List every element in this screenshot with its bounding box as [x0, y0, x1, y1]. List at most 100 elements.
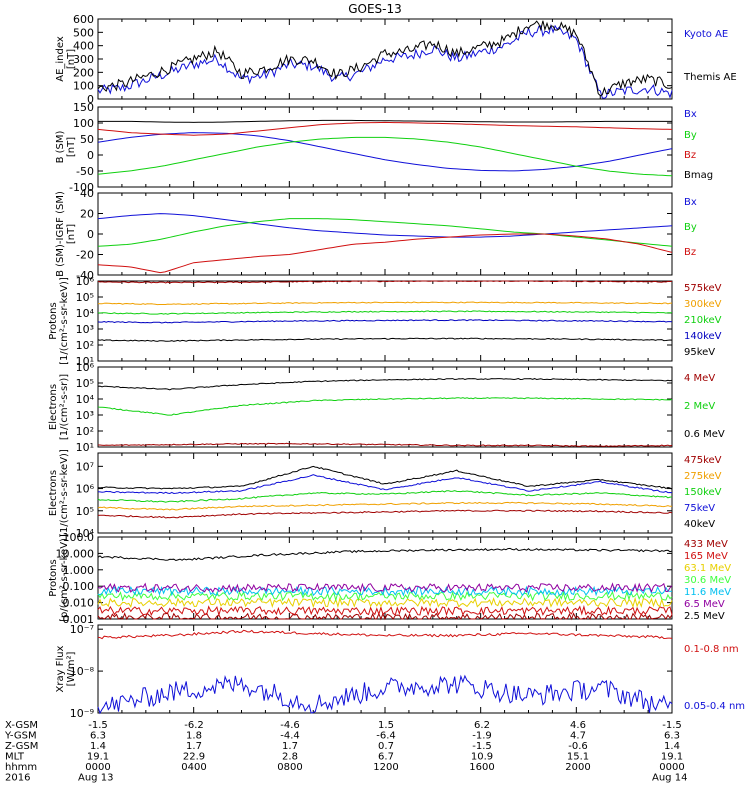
ephemeris-value: 1.5: [378, 720, 394, 731]
ephemeris-value: -1.5: [88, 720, 108, 731]
ephemeris-value: 0.7: [378, 741, 394, 752]
y-tick-label: 400: [73, 40, 94, 53]
y-tick-label: 300: [73, 53, 94, 66]
y-tick-label: 1.000: [63, 564, 95, 577]
y-axis-label: [1/(cm²-s-sr-keV)]: [59, 449, 70, 537]
ephemeris-value: 19.1: [87, 752, 109, 763]
ephemeris-value: 6.2: [474, 720, 490, 731]
chart-panel-2: -100 -50 0 50 100 150 B (SM) [nT] Bx By Bz Bmag: [55, 101, 713, 194]
y-tick-label: 10⁵: [76, 377, 94, 390]
y-tick-label: -50: [76, 165, 94, 178]
ephemeris-value: 2.8: [282, 752, 298, 763]
series-line-63-1-mev: [97, 596, 673, 609]
ephemeris-value: 6.3: [664, 731, 680, 742]
ephemeris-value: 10.9: [471, 752, 493, 763]
y-tick-label: 10⁴: [76, 307, 95, 320]
y-axis-label: [nT]: [66, 224, 77, 244]
legend-label: 433 MeV: [684, 539, 728, 550]
y-tick-label: 10²: [76, 425, 94, 438]
series-line-575kev: [97, 280, 673, 284]
chart-panel-8: 10⁻⁹ 10⁻⁸ 10⁻⁷ Xray Flux [W/m²] 0.1-0.8 nm 0.0…: [55, 623, 745, 720]
ephemeris-table: X-GSM -1.5 -6.2 -4.6 1.5 6.2 4.6 -1.5Y-GSM 6.3 1.…: [4, 720, 687, 784]
y-tick-label: 10⁶: [76, 483, 95, 496]
y-tick-label: 0: [87, 149, 94, 162]
series-line-bx: [97, 132, 673, 172]
ephemeris-value: 4.6: [570, 720, 586, 731]
y-tick-label: 10⁶: [76, 275, 95, 288]
legend-label: 75keV: [684, 503, 715, 514]
series-line-by: [97, 136, 673, 177]
y-tick-label: 10¹: [76, 355, 94, 368]
legend-label: 0.6 MeV: [684, 429, 725, 440]
y-tick-label: 50: [80, 133, 94, 146]
series-line-150kev: [97, 490, 673, 503]
series-line-2-mev: [97, 397, 673, 416]
ephemeris-value: 0000: [85, 762, 110, 773]
legend-label: 95keV: [684, 347, 715, 358]
legend-label: 210keV: [684, 315, 722, 326]
series-line-kyoto-ae: [97, 23, 673, 99]
y-tick-label: 10³: [76, 323, 94, 336]
ephemeris-value: 22.9: [183, 752, 205, 763]
ephemeris-value: -4.4: [280, 731, 300, 742]
y-tick-label: 10⁴: [76, 393, 95, 406]
legend-label: Bx: [684, 109, 697, 120]
series-line-433-mev: [97, 612, 673, 621]
legend-label: Bz: [684, 247, 696, 258]
legend-label: By: [684, 222, 697, 233]
legend-label: 40keV: [684, 519, 715, 530]
ephemeris-value: 1.4: [664, 741, 680, 752]
legend-label: Kyoto AE: [684, 29, 728, 40]
ephemeris-row-label: 2016: [5, 773, 30, 784]
legend-label: 11.6 MeV: [684, 587, 731, 598]
ephemeris-value: 0800: [277, 762, 302, 773]
y-axis-label: Xray Flux: [55, 645, 66, 692]
legend-label: By: [684, 130, 697, 141]
chart-panel-7: 0.001 0.010 0.100 1.000 10.000 100.0 Protons [p…: [48, 531, 731, 626]
ephemeris-value: -1.5: [662, 720, 682, 731]
y-tick-label: 0.001: [63, 613, 95, 626]
y-tick-label: 200: [73, 66, 94, 79]
legend-label: Bmag: [684, 170, 713, 181]
ephemeris-value: 6.3: [90, 731, 106, 742]
ephemeris-value: 4.7: [570, 731, 586, 742]
series-line-475kev: [97, 509, 673, 519]
chart-panel-5: 10¹ 10² 10³ 10⁴ 10⁵ 10⁶ Electrons [1/(cm²-s-sr)…: [48, 361, 725, 454]
y-axis-label: [p/(cm²-s-sr-keV)]: [59, 534, 70, 622]
y-tick-label: 10.000: [56, 547, 95, 560]
series-line-2-5-mev: [97, 547, 673, 562]
panel-frame: [97, 366, 673, 448]
legend-label: 575keV: [684, 283, 722, 294]
legend-label: Bx: [684, 197, 697, 208]
legend-label: 2 MeV: [684, 401, 715, 412]
legend-label: Themis AE: [683, 72, 737, 83]
y-axis-label: [W/m²]: [66, 651, 77, 686]
series-line-11-6-mev: [97, 585, 673, 597]
series-line-40kev: [97, 465, 673, 490]
ephemeris-value: 1600: [469, 762, 494, 773]
y-tick-label: 150: [73, 101, 94, 114]
y-tick-label: 100: [73, 117, 94, 130]
series-line-bz: [97, 121, 673, 136]
legend-label: 300keV: [684, 299, 722, 310]
ephemeris-value: -0.6: [568, 741, 588, 752]
ephemeris-value: -4.6: [280, 720, 300, 731]
ephemeris-value: 1200: [373, 762, 398, 773]
series-line-bz: [97, 233, 673, 274]
legend-label: 275keV: [684, 471, 722, 482]
y-tick-label: 600: [73, 13, 94, 26]
y-axis-label: Protons: [48, 559, 59, 596]
y-tick-label: 0.100: [63, 580, 95, 593]
y-tick-label: 100: [73, 80, 94, 93]
y-axis-label: Protons: [48, 302, 59, 339]
y-tick-label: 10⁵: [76, 291, 94, 304]
ephemeris-row-label: Z-GSM: [5, 741, 38, 752]
chart-panel-4: 10¹ 10² 10³ 10⁴ 10⁵ 10⁶ Protons [1/(cm²-s-sr-ke…: [48, 275, 722, 368]
ephemeris-value: 6.7: [378, 752, 394, 763]
legend-label: 140keV: [684, 331, 722, 342]
ephemeris-value: -6.2: [184, 720, 204, 731]
series-line-bx: [97, 213, 673, 238]
ephemeris-value: 2000: [565, 762, 590, 773]
